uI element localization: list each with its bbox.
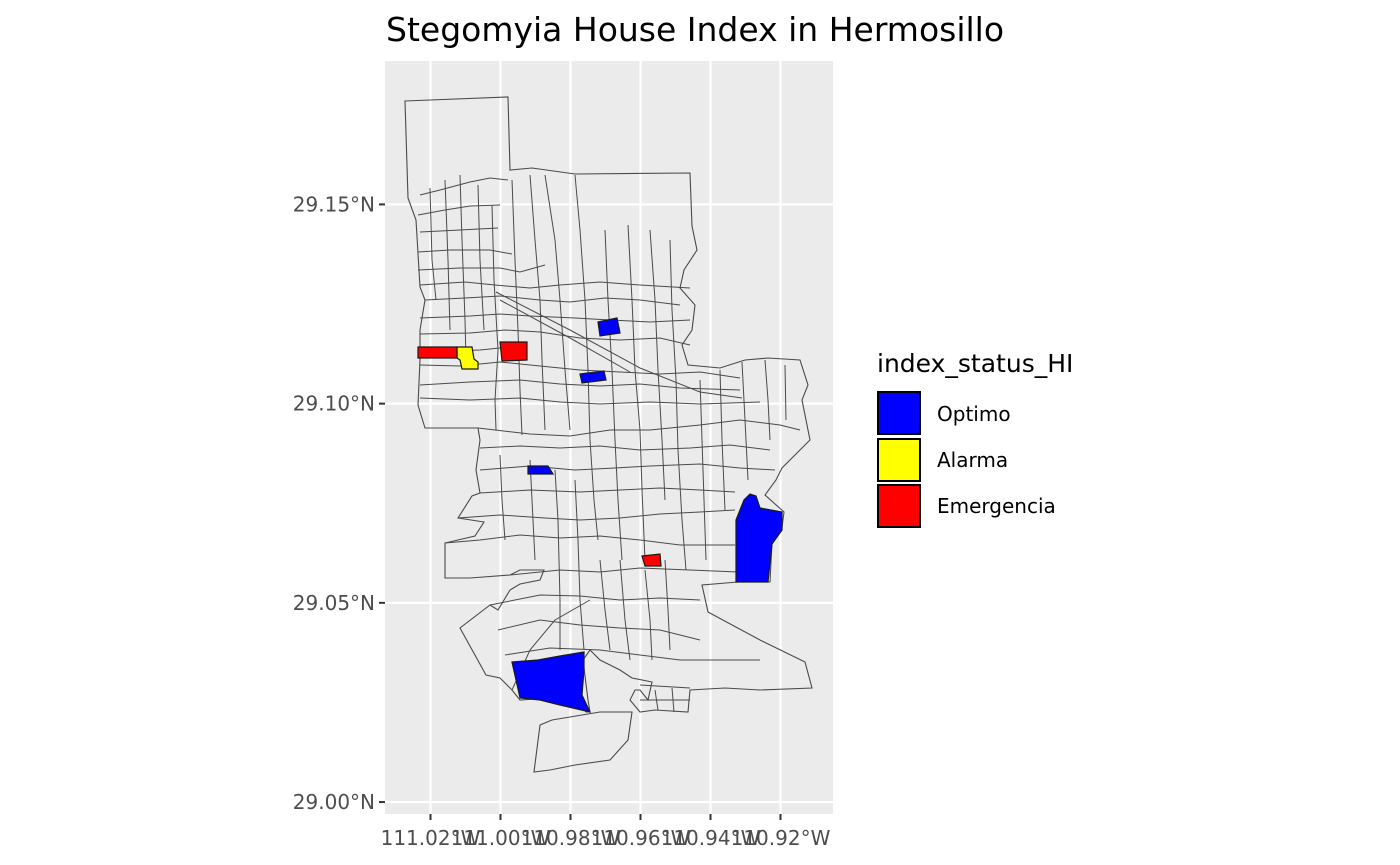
legend-swatch-alarma (877, 438, 921, 482)
optimo-area (735, 493, 783, 583)
legend-swatch-optimo (877, 391, 921, 435)
y-tick-label: 29.10°N (293, 392, 375, 416)
y-tick-label: 29.05°N (293, 591, 375, 615)
legend-label-alarma: Alarma (937, 448, 1008, 472)
x-tick-label: 111.02°W (381, 826, 481, 850)
x-tick-label: 110.94°W (661, 826, 761, 850)
emergencia-area (641, 553, 662, 567)
legend-swatch-emergencia (877, 484, 921, 528)
optimo-area (511, 651, 592, 713)
status-areas (417, 317, 783, 713)
district-boundaries (417, 174, 801, 713)
x-tick-label: 111.00°W (451, 826, 551, 850)
legend-label-emergencia: Emergencia (937, 494, 1056, 518)
legend: index_status_HI Optimo Alarma Emergencia (877, 349, 1073, 528)
emergencia-area (499, 341, 528, 362)
plot-panel (385, 61, 833, 814)
grid-lines (385, 61, 833, 814)
optimo-area (527, 465, 555, 475)
y-tick-label: 29.00°N (293, 790, 375, 814)
axis-ticks: 111.02°W111.00°W110.98°W110.96°W110.94°W… (293, 192, 831, 850)
city-outline (404, 96, 813, 773)
optimo-area (579, 370, 607, 384)
emergencia-area (417, 346, 458, 359)
chart-title: Stegomyia House Index in Hermosillo (386, 10, 1004, 49)
y-tick-label: 29.15°N (293, 192, 375, 216)
legend-label-optimo: Optimo (937, 402, 1011, 426)
legend-title: index_status_HI (877, 349, 1073, 378)
x-tick-label: 110.92°W (731, 826, 831, 850)
x-tick-label: 110.96°W (591, 826, 691, 850)
alarma-area (456, 346, 479, 370)
optimo-area (597, 317, 621, 337)
x-tick-label: 110.98°W (521, 826, 621, 850)
